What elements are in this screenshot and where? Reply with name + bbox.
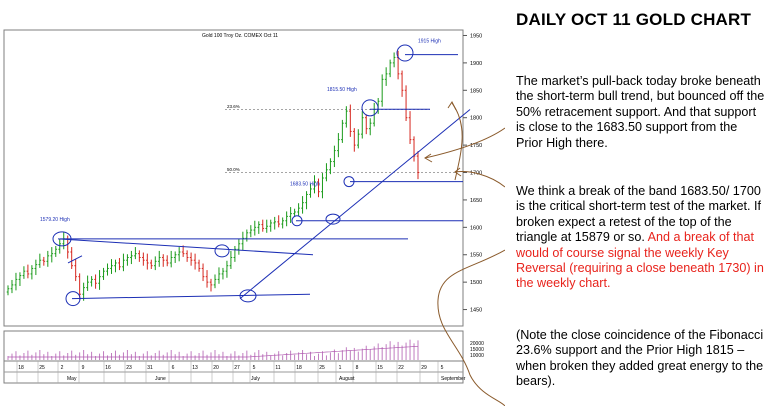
commentary-paragraph-2-black: We think a break of the band 1683.50/ 17… (516, 184, 761, 245)
date-tick-label: 27 (234, 365, 240, 371)
commentary-paragraph-3: (Note the close coincidence of the Fibon… (516, 328, 764, 389)
triangle-lower-line (71, 293, 311, 300)
date-tick-label: 15 (377, 365, 383, 371)
circle-1915-high (396, 44, 414, 62)
date-tick-label: 29 (421, 365, 427, 371)
month-label: August (339, 376, 355, 382)
month-label: September (441, 376, 466, 382)
date-tick-label: 2 (61, 365, 64, 371)
circle-july-high (291, 215, 303, 227)
annotation-label: 1683.50 High (290, 182, 320, 188)
candles (6, 50, 420, 301)
circle-1683-high (343, 176, 355, 188)
date-tick-label: 20 (213, 365, 219, 371)
annotation-label: 1579.20 High (40, 217, 70, 223)
date-tick-label: 13 (192, 365, 198, 371)
month-label: June (155, 376, 166, 382)
date-tick-label: 31 (147, 365, 153, 371)
date-tick-label: 23 (126, 365, 132, 371)
price-tick-label: 1600 (470, 225, 482, 231)
fib-levels: 23.6% 50.0% (225, 104, 455, 173)
trendlines (52, 44, 505, 406)
date-tick-label: 18 (18, 365, 24, 371)
page-title: DAILY OCT 11 GOLD CHART (516, 10, 752, 29)
price-tick-label: 1900 (470, 61, 482, 67)
price-tick-label: 1850 (470, 88, 482, 94)
circle-may-low (65, 291, 81, 307)
price-tick-label: 1950 (470, 33, 482, 39)
chart-title: Gold 100 Troy Oz. COMEX Oct 11 (202, 33, 278, 39)
arrow-to-50pct (424, 127, 505, 159)
date-tick-label: 25 (39, 365, 45, 371)
arrowhead-1683 (454, 167, 462, 177)
price-tick-label: 1500 (470, 280, 482, 286)
arrow-to-1683 (454, 171, 505, 188)
date-tick-label: 8 (356, 365, 359, 371)
volume-tick-label: 10000 (470, 353, 484, 359)
short-trend-segment (67, 255, 83, 264)
circle-1579-high (52, 231, 72, 247)
circle-1815-high (361, 99, 379, 117)
gold-price-chart: 1950 1900 1850 1800 1750 1700 1650 1600 1550 1500… (3, 29, 505, 406)
month-label: May (67, 376, 77, 382)
price-tick-label: 1650 (470, 198, 482, 204)
commentary-paragraph-2: We think a break of the band 1683.50/ 17… (516, 184, 766, 292)
date-tick-label: 5 (253, 365, 256, 371)
triangle-upper-line (57, 238, 314, 256)
date-tick-label: 11 (275, 365, 280, 371)
fib-label: 50.0% (227, 167, 240, 172)
date-tick-label: 9 (82, 365, 85, 371)
curve-to-volume (437, 249, 505, 406)
price-axis: 1950190018501800175017001650160015501500… (463, 33, 482, 314)
volume-tick-label: 20000 (470, 341, 484, 347)
circle-june-high (214, 244, 230, 258)
date-tick-label: 5 (441, 365, 444, 371)
fib-label: 23.6% (227, 104, 240, 109)
circle-aug-low (325, 213, 341, 225)
arrowhead-50pct (424, 153, 433, 163)
date-tick-label: 1 (339, 365, 342, 371)
price-panel (3, 29, 464, 327)
price-tick-label: 1550 (470, 253, 482, 259)
commentary-paragraph-2-red: And a break of that would of course sign… (516, 230, 764, 291)
date-tick-label: 18 (296, 365, 302, 371)
price-tick-label: 1450 (470, 308, 482, 314)
date-tick-label: 16 (105, 365, 111, 371)
price-tick-label: 1750 (470, 143, 482, 149)
date-tick-label: 25 (319, 365, 325, 371)
annotations: 1915 High 1815.50 High 1683.50 High 1579.20… (40, 39, 441, 223)
volume-bars (7, 339, 419, 360)
date-tick-label: 6 (172, 365, 175, 371)
volume-average (8, 345, 419, 358)
price-tick-label: 1800 (470, 116, 482, 122)
annotation-label: 1915 High (418, 39, 441, 45)
bull-trendline (239, 109, 471, 299)
date-tick-label: 22 (398, 365, 404, 371)
commentary-paragraph-1: The market’s pull-back today broke benea… (516, 74, 765, 150)
annotation-label: 1815.50 High (327, 87, 357, 93)
circle-july-low (239, 289, 257, 303)
volume-tick-label: 15000 (470, 347, 484, 353)
month-label: July (251, 376, 260, 382)
arrowhead-fib (447, 101, 457, 111)
